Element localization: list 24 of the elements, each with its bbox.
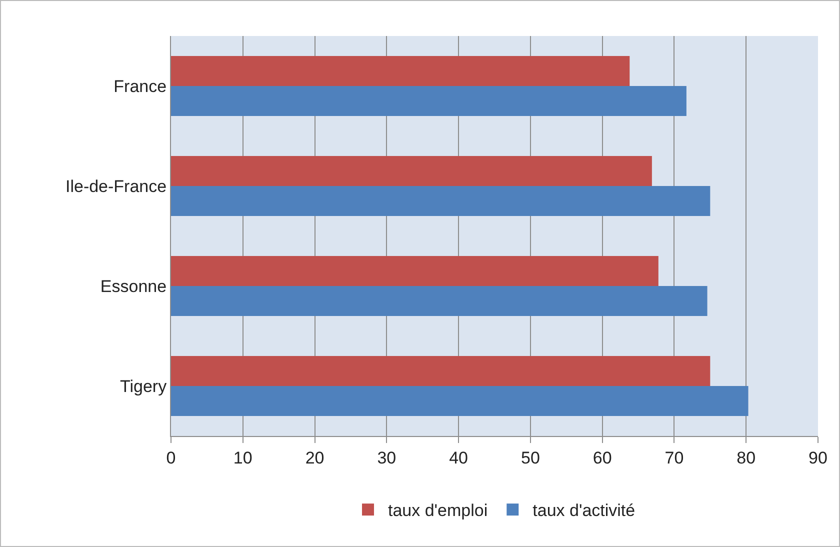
x-tick-label: 40 [449,448,468,468]
bar [171,356,710,386]
bar [171,86,686,116]
x-tick-label: 0 [166,448,176,468]
bar [171,156,652,186]
x-tick-label: 70 [664,448,684,468]
bar [171,256,658,286]
legend-label: taux d'emploi [388,501,488,520]
x-tick-label: 80 [736,448,756,468]
y-tick-label: France [114,76,167,96]
y-tick-label: Ile-de-France [65,176,167,196]
x-tick-label: 30 [377,448,396,468]
bar [171,186,710,216]
y-tick-label: Tigery [120,376,168,396]
x-tick-label: 50 [520,448,540,468]
x-tick-label: 10 [233,448,252,468]
bar [171,286,708,316]
x-tick-label: 20 [305,448,324,468]
legend-label: taux d'activité [532,501,636,520]
x-tick-label: 90 [808,448,828,468]
bar [171,386,748,416]
x-tick-label: 60 [592,448,612,468]
y-tick-label: Essonne [100,276,167,296]
bar [171,56,630,86]
